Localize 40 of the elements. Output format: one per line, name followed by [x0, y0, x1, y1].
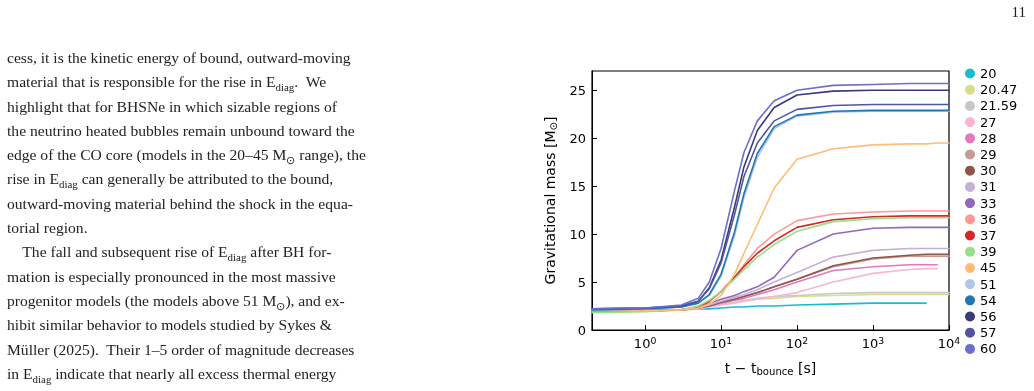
- text: material that is responsible for the rise in E$_{diag}$. We: [7, 72, 328, 95]
- legend-label: 33: [980, 195, 997, 211]
- text: the neutrino heated bubbles remain unbound toward the: [7, 120, 356, 141]
- text: Müller (2025). Their 1–5 order of magnitude decreases: [7, 339, 356, 360]
- text: torial region.: [7, 218, 89, 239]
- y-tick-label: 10: [569, 226, 586, 242]
- legend-label: 45: [980, 260, 997, 276]
- y-tick-label: 0: [577, 322, 586, 338]
- text: highlight that for BHSNe in which sizable regions of: [7, 96, 338, 117]
- text: hibit similar behavior to models studied by Sykes &: [7, 315, 333, 336]
- legend-label: 30: [980, 163, 997, 179]
- text: progenitor models (the models above 51 M$_{⊙}$), and ex-: [7, 290, 346, 314]
- legend-label: 36: [980, 211, 997, 227]
- legend-label: 37: [980, 228, 997, 243]
- legend-label: 27: [980, 114, 997, 130]
- legend-label: 56: [980, 309, 997, 324]
- legend-label: 21.59: [980, 98, 1018, 114]
- y-tick-label: 15: [569, 178, 586, 194]
- y-tick-label: 5: [577, 274, 586, 290]
- text: rise in E$_{diag}$ can generally be attributed to the bound,: [7, 169, 335, 192]
- y-tick-label: 25: [569, 82, 586, 98]
- legend-label: 39: [980, 244, 997, 260]
- legend-label: 31: [980, 179, 997, 195]
- legend-label: 51: [980, 276, 997, 292]
- y-axis-title: Gravitational mass [M⊙]: [542, 116, 560, 285]
- text: 11: [1011, 4, 1026, 21]
- legend-label: 29: [980, 147, 997, 162]
- legend-label: 60: [980, 341, 997, 357]
- legend-label: 54: [980, 292, 997, 308]
- legend-label: 20: [980, 66, 997, 81]
- text: edge of the CO core (models in the 20–45 M$_{⊙}$ range), the: [7, 145, 367, 168]
- y-tick-label: 20: [569, 130, 586, 146]
- text: mation is especially pronounced in the most massive: [7, 266, 337, 287]
- text: cess, it is the kinetic energy of bound, outward-moving: [7, 48, 352, 68]
- legend-label: 20.47: [980, 82, 1018, 98]
- text: in E$_{diag}$ indicate that nearly all excess thermal energy: [7, 363, 338, 387]
- text: The fall and subsequent rise of E$_{diag}$ after BH for-: [21, 242, 333, 265]
- legend-label: 57: [980, 325, 997, 341]
- legend-label: 28: [980, 130, 997, 146]
- text: outward-moving material behind the shock in the equa-: [7, 193, 354, 214]
